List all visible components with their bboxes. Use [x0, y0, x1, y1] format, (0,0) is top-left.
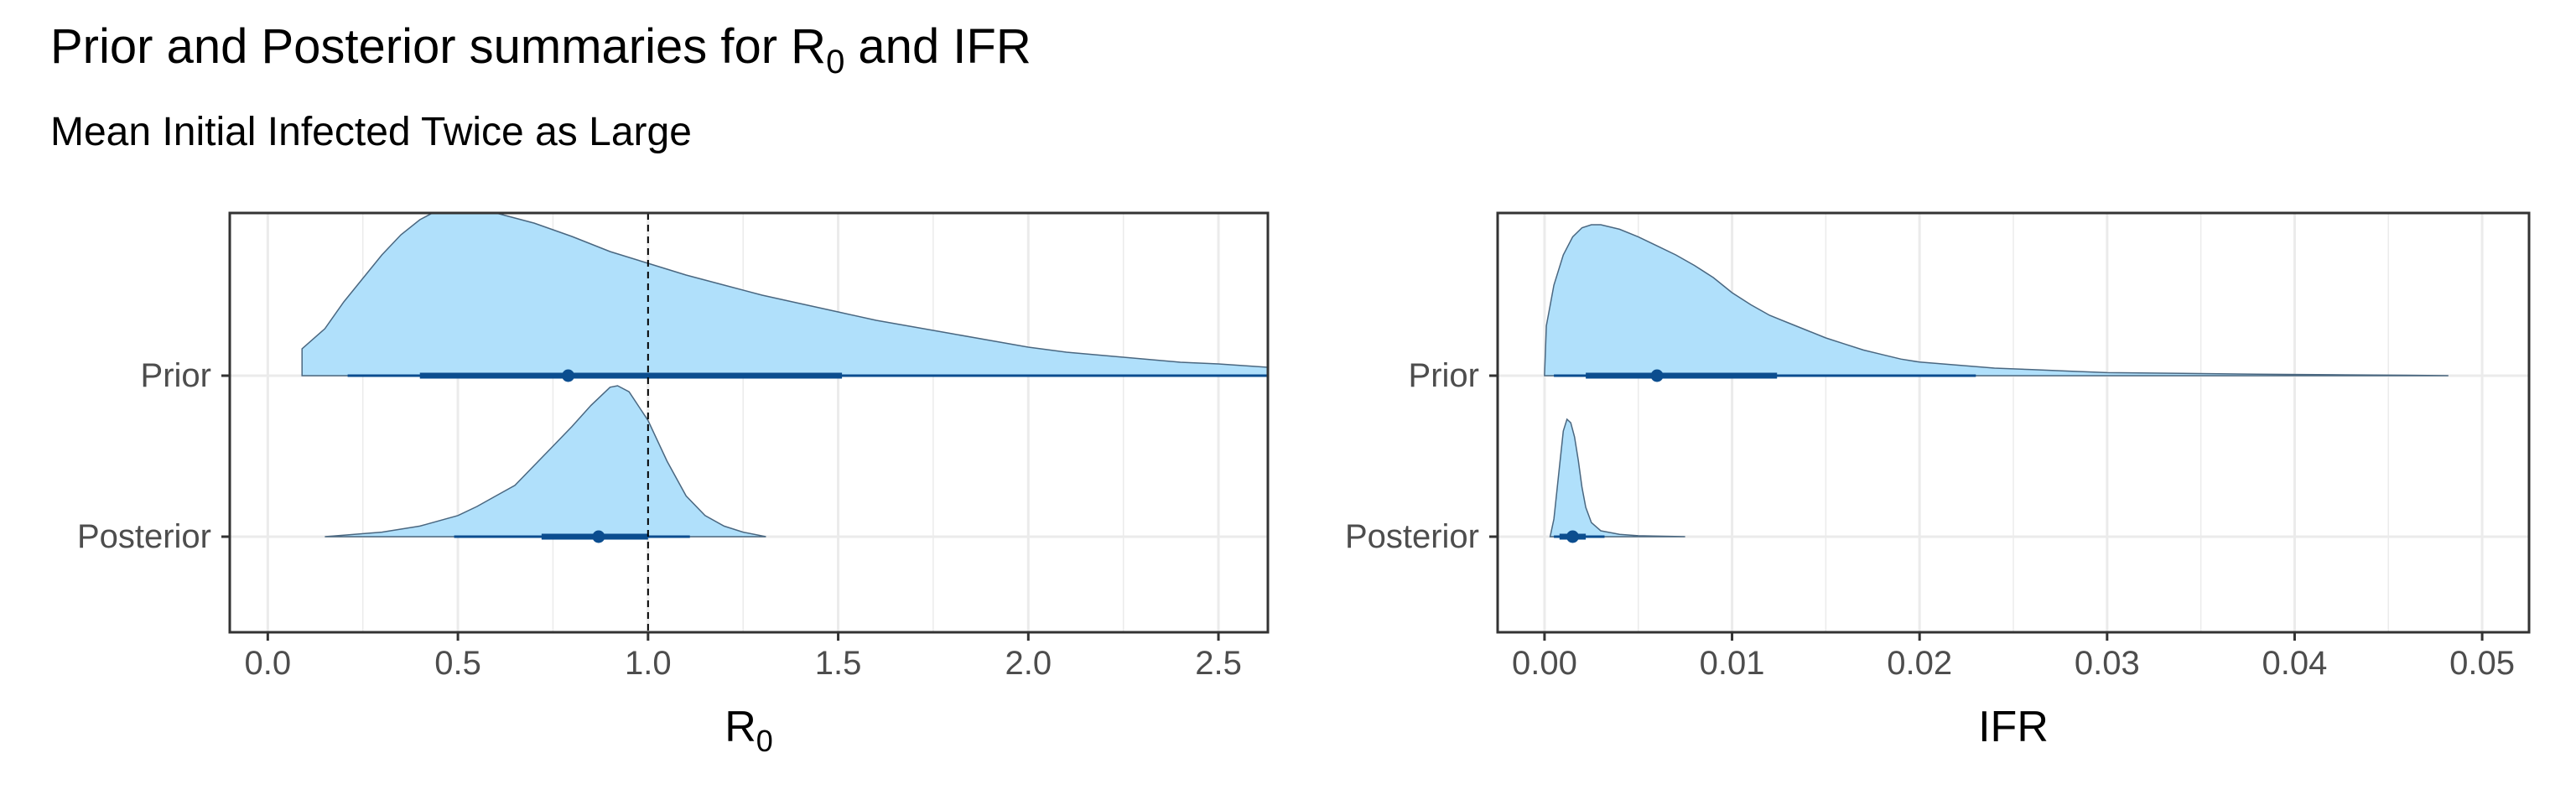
x-tick-label: 0.03 [2075, 645, 2140, 682]
title-suffix: and IFR [844, 19, 1031, 74]
x-tick-label: 0.04 [2262, 645, 2328, 682]
panel-content [301, 213, 1268, 632]
x-tick-label: 0.0 [245, 645, 292, 682]
prior-median-point [562, 369, 575, 382]
panel-border [1496, 211, 2531, 634]
prior-median-point [1650, 369, 1664, 382]
chart-panel-1: Prior Posterior 0.0 0.5 1.0 1.5 2.0 2.5 R0 [77, 211, 1270, 758]
y-tick-label-prior: Prior [141, 357, 211, 394]
x-tick-label: 2.5 [1195, 645, 1242, 682]
panel-border [228, 211, 1270, 634]
x-tick-label: 0.00 [1512, 645, 1577, 682]
posterior-density [325, 385, 766, 538]
x-axis-title-subscript: 0 [756, 724, 773, 758]
x-axis-title: R0 [724, 703, 773, 758]
x-tick-label: 1.5 [815, 645, 862, 682]
x-axis-title-main: R [724, 703, 756, 751]
posterior-density [1549, 418, 1685, 538]
x-tick-label: 0.5 [434, 645, 481, 682]
x-tick-label: 0.02 [1887, 645, 1952, 682]
chart-panel-2: Prior Posterior 0.00 0.01 0.02 0.03 0.04 0.05 IF… [1345, 211, 2531, 751]
y-tick-label-posterior: Posterior [1345, 518, 1479, 555]
y-tick-label-prior: Prior [1409, 357, 1479, 394]
x-tick-label: 2.0 [1005, 645, 1052, 682]
y-tick-label-posterior: Posterior [77, 518, 211, 555]
posterior-median-point [592, 530, 605, 543]
title-subscript: 0 [826, 44, 845, 80]
chart-title: Prior and Posterior summaries for R0 and… [50, 18, 1031, 81]
title-prefix: Prior and Posterior summaries for R [50, 19, 827, 74]
x-axis-title-main: IFR [1978, 703, 2049, 751]
x-axis-title: IFR [1978, 703, 2049, 751]
x-tick-label: 0.05 [2449, 645, 2515, 682]
x-tick-label: 1.0 [625, 645, 672, 682]
panel-content [1544, 224, 2449, 543]
posterior-median-point [1566, 530, 1579, 543]
prior-density [301, 213, 1268, 377]
chart-subtitle: Mean Initial Infected Twice as Large [50, 110, 692, 154]
prior-density [1544, 224, 2449, 377]
x-tick-label: 0.01 [1700, 645, 1765, 682]
